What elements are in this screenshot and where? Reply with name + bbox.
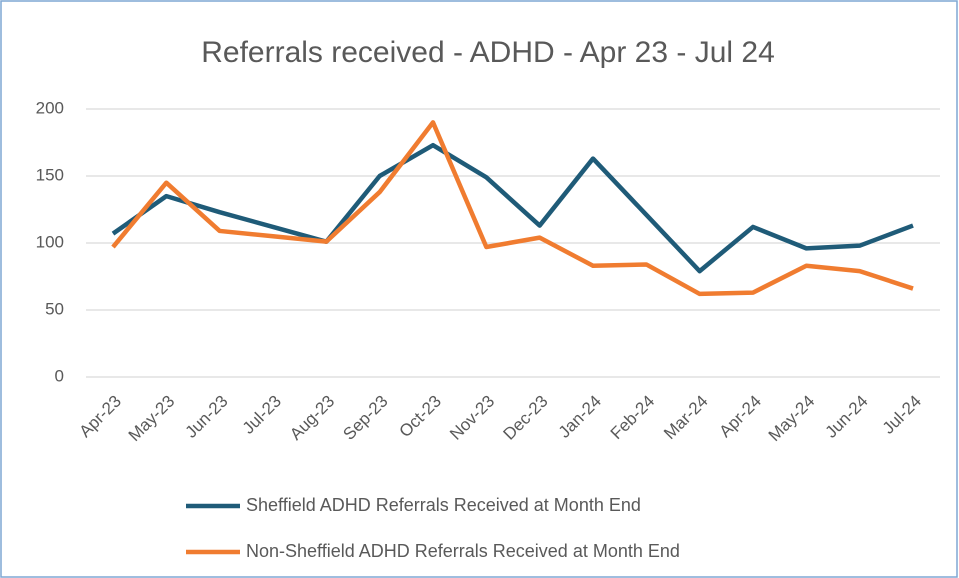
chart-title: Referrals received - ADHD - Apr 23 - Jul… — [201, 36, 775, 69]
series-line — [111, 120, 914, 297]
y-tick-label: 100 — [36, 232, 64, 251]
legend-label: Sheffield ADHD Referrals Received at Mon… — [246, 495, 641, 515]
y-tick-label: 200 — [36, 98, 64, 117]
y-tick-label: 0 — [55, 366, 64, 385]
y-tick-label: 50 — [45, 299, 64, 318]
y-tick-label: 150 — [36, 165, 64, 184]
legend-label: Non-Sheffield ADHD Referrals Received at… — [246, 541, 680, 561]
series-line — [111, 142, 914, 274]
